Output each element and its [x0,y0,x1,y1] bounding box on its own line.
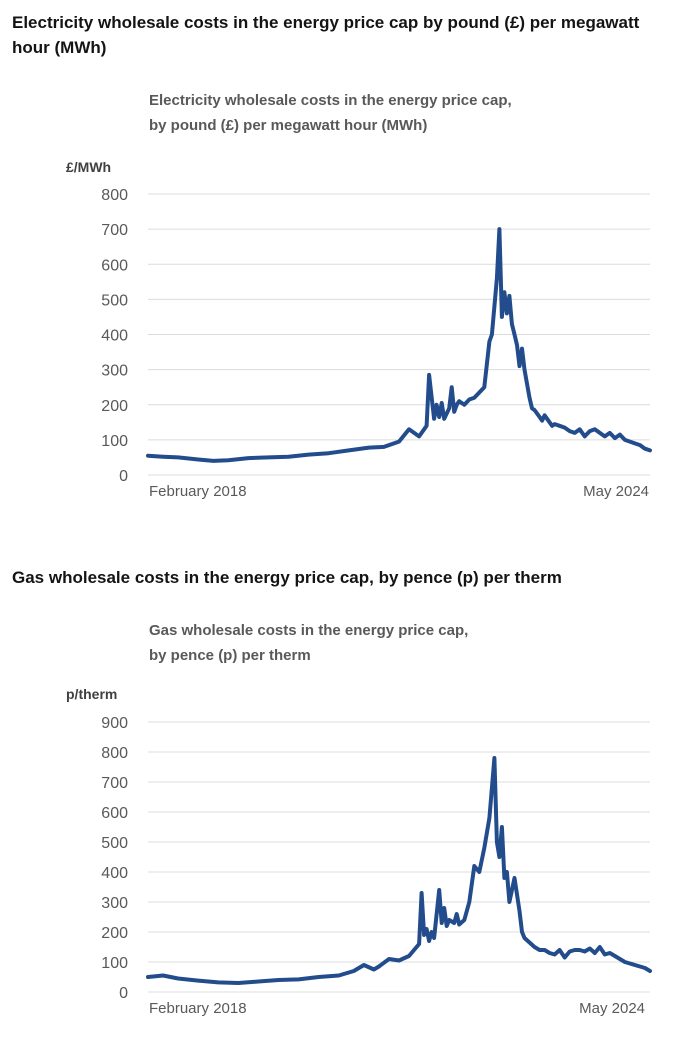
y-tick-label: 0 [119,468,128,485]
y-tick-label: 500 [101,835,128,852]
chart-title-line-1: Gas wholesale costs in the energy price … [149,622,468,639]
series-lines [146,756,652,985]
y-tick-label: 300 [101,363,128,380]
y-tick-label: 800 [101,745,128,762]
y-tick-labels: 0 100 200 300 400 500 600 700 800 900 [101,715,128,1002]
gridlines [148,721,650,993]
y-tick-label: 0 [119,985,128,1002]
y-tick-labels: 0 100 200 300 400 500 600 700 800 [101,187,128,485]
electricity-section-heading: Electricity wholesale costs in the energ… [12,13,640,57]
gas-chart: Gas wholesale costs in the energy price … [66,622,652,1017]
electricity-chart: Electricity wholesale costs in the energ… [66,92,652,500]
series-line [146,756,652,985]
y-tick-label: 700 [101,222,128,239]
y-tick-label: 300 [101,895,128,912]
y-tick-label: 200 [101,925,128,942]
y-tick-label: 100 [101,955,128,972]
y-axis-unit-label: £/MWh [66,159,111,175]
chart-title-line-1: Electricity wholesale costs in the energ… [149,92,512,109]
y-tick-label: 500 [101,292,128,309]
x-axis-end-label: May 2024 [583,483,649,500]
gas-section-heading: Gas wholesale costs in the energy price … [12,568,562,587]
x-axis-start-label: February 2018 [149,1000,247,1017]
chart-title-line-2: by pence (p) per therm [149,647,311,664]
series-line [146,227,652,463]
y-tick-label: 100 [101,433,128,450]
y-tick-label: 400 [101,328,128,345]
x-axis-end-label: May 2024 [579,1000,645,1017]
y-tick-label: 800 [101,187,128,204]
chart-title-line-2: by pound (£) per megawatt hour (MWh) [149,117,427,134]
gridlines [148,193,650,476]
x-axis-start-label: February 2018 [149,483,247,500]
y-tick-label: 600 [101,805,128,822]
series-lines [146,227,652,463]
y-tick-label: 400 [101,865,128,882]
y-axis-unit-label: p/therm [66,686,117,702]
y-tick-label: 600 [101,257,128,274]
y-tick-label: 900 [101,715,128,732]
y-tick-label: 700 [101,775,128,792]
y-tick-label: 200 [101,398,128,415]
